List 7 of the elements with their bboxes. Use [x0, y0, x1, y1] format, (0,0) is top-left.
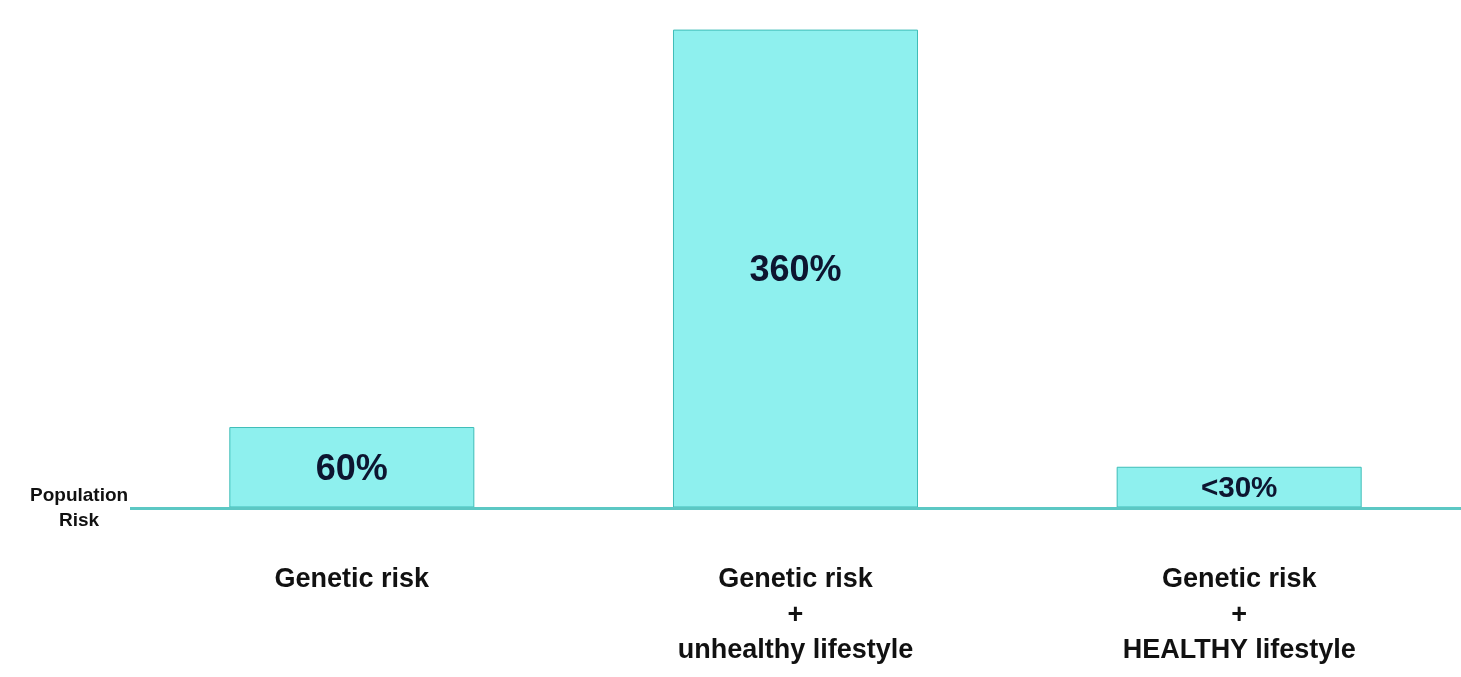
x-tick-label: Genetic risk + unhealthy lifestyle [677, 563, 914, 664]
y-axis-title: Population Risk [30, 484, 129, 530]
data-label: 360% [749, 248, 842, 290]
x-tick-label: Genetic risk [274, 563, 431, 594]
data-label: 60% [315, 446, 388, 488]
data-label: <30% [1200, 470, 1278, 504]
x-tick-label: Genetic risk + HEALTHY lifestyle [1122, 563, 1356, 664]
